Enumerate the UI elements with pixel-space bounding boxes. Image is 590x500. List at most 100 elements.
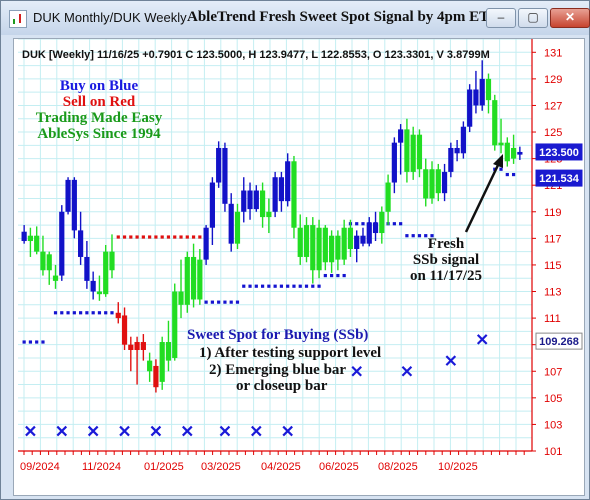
support-dot [254, 284, 258, 288]
x-tick-label: 01/2025 [144, 461, 184, 473]
support-dot [110, 311, 114, 315]
price-bar-body [134, 342, 140, 350]
price-bar-body [454, 147, 460, 154]
signal-note-line3: on 11/17/25 [410, 268, 482, 284]
ssb-x-marker [119, 425, 130, 437]
price-bar-body [479, 78, 485, 106]
resistance-dot [154, 235, 158, 239]
ssb-x-marker [219, 425, 231, 437]
minimize-button[interactable]: – [486, 8, 516, 28]
price-bar-body [278, 177, 285, 202]
support-dot [511, 172, 516, 177]
price-bar-body [441, 171, 448, 194]
signal-arrow-head [493, 154, 503, 168]
support-dot [411, 234, 415, 238]
price-bar-body [52, 275, 59, 281]
resistance-dot [160, 235, 164, 239]
price-bar-body [291, 161, 297, 228]
support-dot [323, 273, 327, 278]
price-bar-body [96, 291, 103, 295]
price-bar-body [241, 190, 247, 212]
price-bar-body [90, 280, 96, 292]
support-dot [424, 234, 428, 238]
price-bar-body [165, 342, 172, 361]
support-dot [279, 284, 284, 288]
price-bar-body [372, 222, 379, 234]
y-tick-label: 125 [544, 127, 562, 139]
support-dot [60, 311, 64, 315]
price-label-box [535, 332, 583, 350]
support-dot [204, 300, 208, 304]
support-dot [342, 273, 346, 278]
close-button[interactable]: ✕ [550, 8, 590, 28]
support-dot [53, 311, 58, 315]
support-dot [248, 284, 252, 288]
price-bar-body [197, 259, 203, 300]
y-tick-label: 127 [544, 100, 562, 112]
ssb-x-marker [282, 425, 293, 437]
price-bar-body [253, 190, 259, 210]
price-bar-body [216, 147, 222, 183]
ssb-x-marker [251, 425, 262, 437]
support-dot [41, 340, 45, 344]
support-dot [361, 222, 365, 226]
price-bar-body [109, 251, 115, 271]
support-dot [72, 311, 76, 315]
y-tick-label: 129 [544, 74, 562, 86]
price-bar-body [46, 254, 52, 271]
support-dot [242, 284, 246, 288]
x-tick-label: 04/2025 [261, 461, 301, 473]
ssb-x-marker [401, 365, 413, 377]
price-bar-body [473, 89, 479, 106]
restore-button[interactable]: ▢ [518, 8, 548, 28]
header-line: DUK [Weekly] 11/16/25 +0.7901 C 123.5000… [22, 49, 490, 61]
y-tick-label: 131 [544, 47, 562, 59]
price-bar-body [153, 365, 159, 388]
price-bar-body [366, 222, 372, 244]
ssb-x-marker [87, 425, 99, 437]
price-label-text: 109.268 [539, 336, 579, 348]
signal-note-line1: Fresh [428, 236, 465, 252]
price-bar-body [247, 190, 253, 210]
price-bar-body [259, 190, 266, 218]
price-bar-body [285, 161, 291, 202]
resistance-dot [148, 235, 152, 239]
price-bar-body [341, 227, 347, 260]
price-bar-body [184, 256, 190, 305]
price-bar-body [448, 147, 454, 172]
chart-area[interactable]: 1011031051071091111131151171191211231251… [13, 38, 585, 496]
support-dot [273, 284, 277, 288]
price-bar-body [510, 147, 517, 159]
ssb-note-line2: 2) Emerging blue bar [209, 362, 346, 378]
support-dot [35, 340, 39, 344]
y-tick-label: 107 [544, 366, 562, 378]
y-tick-label: 119 [544, 207, 562, 219]
price-bar-body [498, 142, 504, 146]
support-dot [217, 300, 221, 304]
support-dot [336, 273, 340, 278]
price-bar-body [297, 227, 303, 257]
price-bar-body [78, 230, 84, 257]
support-dot [355, 222, 359, 226]
price-bar-body [172, 291, 178, 358]
ssb-x-marker [445, 355, 457, 366]
price-chart[interactable]: 1011031051071091111131151171191211231251… [14, 39, 584, 495]
price-bar-body [228, 203, 234, 244]
resistance-dot [116, 235, 120, 239]
x-tick-label: 11/2024 [82, 461, 121, 473]
support-dot [210, 300, 214, 304]
support-dot [430, 234, 434, 238]
price-bar-body [40, 251, 46, 271]
price-bar-body [84, 256, 90, 281]
price-bar-body [203, 227, 209, 260]
price-bar-body [347, 227, 354, 249]
resistance-dot [185, 235, 189, 239]
price-bar-body [485, 78, 492, 101]
price-bar-body [379, 211, 385, 234]
price-label-box [535, 143, 583, 161]
price-bar-body [329, 235, 335, 263]
support-dot [417, 234, 422, 238]
ssb-note-line1: 1) After testing support level [199, 345, 381, 361]
price-bar-body [59, 211, 65, 276]
app-chart-icon [9, 10, 27, 28]
